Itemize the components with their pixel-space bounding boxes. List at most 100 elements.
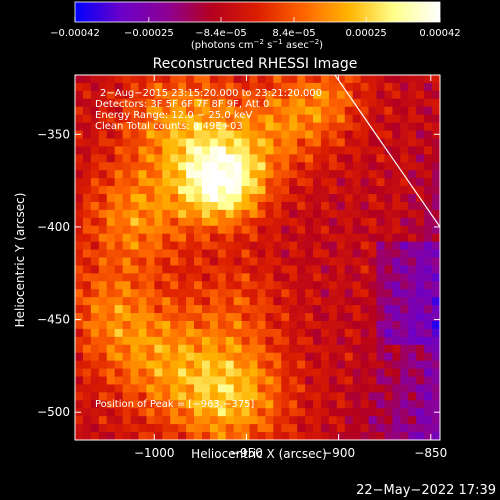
heatmap-pixel xyxy=(217,265,227,274)
heatmap-pixel xyxy=(265,432,274,440)
heatmap-pixel xyxy=(400,154,409,163)
heatmap-pixel xyxy=(320,257,330,267)
heatmap-pixel xyxy=(178,400,187,409)
heatmap-pixel xyxy=(249,313,259,322)
heatmap-pixel xyxy=(336,130,346,140)
heatmap-pixel xyxy=(384,400,393,409)
heatmap-pixel xyxy=(130,392,140,401)
heatmap-pixel xyxy=(360,313,370,322)
heatmap-pixel xyxy=(186,249,195,259)
heatmap-pixel xyxy=(90,154,100,163)
heatmap-pixel xyxy=(257,209,267,219)
heatmap-pixel xyxy=(138,344,148,354)
heatmap-pixel xyxy=(352,297,362,306)
heatmap-pixel xyxy=(90,384,100,393)
heatmap-pixel xyxy=(257,376,267,386)
heatmap-pixel xyxy=(82,313,92,322)
heatmap-pixel xyxy=(106,225,116,235)
heatmap-pixel xyxy=(241,305,251,314)
heatmap-pixel xyxy=(146,297,155,306)
heatmap-pixel xyxy=(257,178,267,187)
heatmap-pixel xyxy=(273,265,282,274)
heatmap-pixel xyxy=(424,344,433,354)
heatmap-pixel xyxy=(273,170,282,179)
heatmap-pixel xyxy=(336,392,346,401)
heatmap-pixel xyxy=(201,82,211,92)
heatmap-pixel xyxy=(162,305,171,314)
heatmap-pixel xyxy=(225,241,235,251)
x-tick-label: −950 xyxy=(230,446,263,460)
heatmap-pixel xyxy=(400,281,409,290)
heatmap-pixel xyxy=(352,122,362,132)
heatmap-pixel xyxy=(281,352,290,362)
heatmap-pixel xyxy=(360,336,370,346)
heatmap-pixel xyxy=(289,194,298,203)
heatmap-pixel xyxy=(217,138,227,148)
heatmap-pixel xyxy=(138,273,148,282)
heatmap-pixel xyxy=(408,352,417,362)
heatmap-pixel xyxy=(122,424,132,433)
heatmap-pixel xyxy=(162,186,171,195)
heatmap-pixel xyxy=(416,432,425,440)
heatmap-pixel xyxy=(241,392,251,401)
heatmap-pixel xyxy=(122,352,132,362)
heatmap-pixel xyxy=(162,75,171,84)
heatmap-pixel xyxy=(233,241,243,251)
heatmap-pixel xyxy=(186,432,195,440)
heatmap-pixel xyxy=(106,328,116,338)
heatmap-pixel xyxy=(368,328,378,338)
heatmap-pixel xyxy=(320,297,330,306)
heatmap-pixel xyxy=(313,194,322,203)
heatmap-pixel xyxy=(186,146,195,155)
heatmap-pixel xyxy=(122,368,132,378)
heatmap-pixel xyxy=(336,305,346,314)
heatmap-pixel xyxy=(154,138,163,148)
heatmap-pixel xyxy=(344,305,354,314)
heatmap-pixel xyxy=(273,289,282,298)
heatmap-pixel xyxy=(265,368,274,378)
heatmap-pixel xyxy=(424,249,433,259)
heatmap-pixel xyxy=(138,257,148,267)
heatmap-pixel xyxy=(75,424,84,433)
heatmap-pixel xyxy=(82,273,92,282)
heatmap-pixel xyxy=(281,360,290,370)
heatmap-pixel xyxy=(400,320,409,330)
heatmap-pixel xyxy=(289,114,298,124)
heatmap-pixel xyxy=(194,416,203,425)
heatmap-pixel xyxy=(114,360,124,370)
heatmap-pixel xyxy=(281,328,290,338)
heatmap-pixel xyxy=(344,170,354,179)
heatmap-pixel xyxy=(416,90,425,100)
heatmap-pixel xyxy=(392,360,401,370)
heatmap-pixel xyxy=(360,392,370,401)
heatmap-pixel xyxy=(154,344,163,354)
heatmap-pixel xyxy=(114,305,124,314)
heatmap-pixel xyxy=(352,313,362,322)
heatmap-pixel xyxy=(82,281,92,290)
heatmap-pixel xyxy=(82,82,92,92)
heatmap-pixel xyxy=(225,130,235,140)
heatmap-pixel xyxy=(106,297,116,306)
heatmap-pixel xyxy=(194,138,203,148)
heatmap-pixel xyxy=(257,432,267,440)
heatmap-pixel xyxy=(98,209,108,219)
heatmap-pixel xyxy=(130,114,140,124)
heatmap-pixel xyxy=(114,297,124,306)
heatmap-pixel xyxy=(186,194,195,203)
heatmap-pixel xyxy=(130,297,140,306)
heatmap-pixel xyxy=(186,241,195,251)
heatmap-pixel xyxy=(98,170,108,179)
heatmap-pixel xyxy=(217,233,227,243)
heatmap-pixel xyxy=(408,178,417,187)
heatmap-pixel xyxy=(241,106,251,116)
heatmap-pixel xyxy=(241,201,251,211)
heatmap-pixel xyxy=(281,82,290,92)
heatmap-pixel xyxy=(75,217,84,227)
heatmap-pixel xyxy=(392,194,401,203)
heatmap-pixel xyxy=(273,424,282,433)
heatmap-pixel xyxy=(392,186,401,195)
heatmap-pixel xyxy=(257,154,267,163)
heatmap-pixel xyxy=(392,170,401,179)
heatmap-pixel xyxy=(122,313,132,322)
heatmap-pixel xyxy=(257,217,267,227)
